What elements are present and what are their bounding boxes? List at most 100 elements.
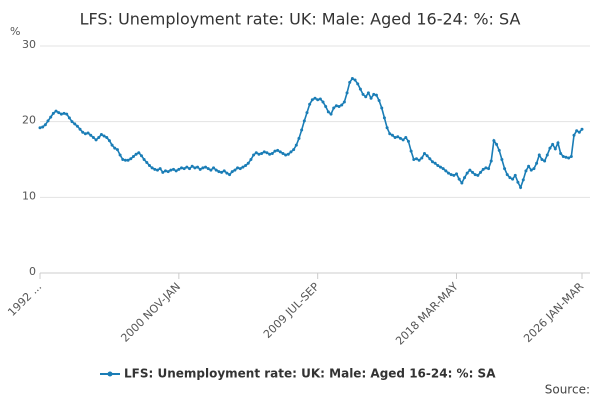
point [153,167,157,171]
point [171,167,175,171]
point [500,158,504,161]
point [57,111,61,115]
point [166,170,170,174]
point [529,168,533,172]
point [246,161,250,165]
point [345,91,349,95]
point [113,146,117,150]
point [102,134,106,138]
point [471,170,475,174]
point [276,148,280,152]
point [302,119,306,123]
point [377,98,381,102]
point [364,95,368,99]
point [265,151,269,155]
point [358,87,362,91]
point [46,119,50,123]
point [81,130,85,134]
point [217,170,221,174]
point [492,139,496,143]
legend-marker [107,371,113,377]
point [177,167,181,171]
point [505,173,509,177]
point [473,173,477,177]
point [300,128,304,132]
point [252,153,256,157]
x-tick-label: 1992 ... [5,280,44,319]
point [94,138,98,142]
point [110,143,114,147]
point [83,132,87,136]
point [139,154,143,158]
point [422,151,426,155]
point [551,142,555,146]
point [460,181,464,185]
point [163,169,167,173]
point [390,133,394,137]
point [134,152,138,156]
point [479,170,483,174]
point [511,177,515,181]
point [228,173,232,177]
point [340,103,344,107]
point [401,138,405,142]
point [121,158,125,161]
y-tick-label: 20 [22,114,36,127]
point [316,98,320,102]
point [150,166,154,170]
point [142,158,146,161]
y-tick-label: 10 [22,189,36,202]
point [524,169,528,173]
point [569,154,573,158]
point [321,100,325,104]
point [326,110,330,114]
x-tick-label: 2009 JUL-SEP [261,280,322,341]
point [543,159,547,163]
point [118,153,122,157]
point [406,139,410,143]
point [268,152,272,156]
point [220,170,224,174]
point [476,173,480,177]
point [489,159,493,163]
point [465,171,469,175]
point [556,141,560,145]
point [198,167,202,171]
point [97,136,101,140]
point [545,153,549,157]
point [107,139,111,143]
point [516,180,520,184]
point [185,165,189,169]
point [204,165,208,169]
point [190,164,194,168]
point [137,151,141,155]
point [305,111,309,115]
point [59,112,63,116]
point [393,136,397,140]
point [532,167,536,171]
point [222,169,226,173]
point [99,133,103,137]
point [348,80,352,84]
point [244,164,248,168]
point [324,105,328,109]
point [230,170,234,174]
point [380,106,384,110]
point [43,123,47,127]
point [398,136,402,140]
point [519,185,523,189]
point [115,148,119,152]
point [388,132,392,136]
y-tick-label: 30 [22,38,36,51]
point [457,177,461,181]
point [356,82,360,86]
point [225,171,229,175]
point [86,131,90,135]
point [147,164,151,168]
point [310,98,314,102]
x-tick-label: 2018 MAR-MAY [393,280,461,348]
point [561,154,565,158]
point [449,173,453,177]
x-tick-label: 2000 NOV-JAN [118,280,183,345]
